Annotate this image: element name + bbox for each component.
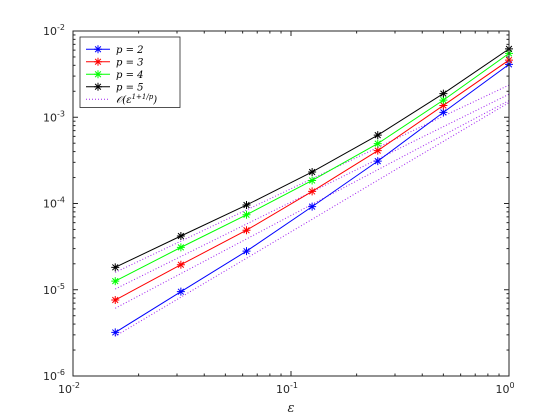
data-point-s3-4 — [308, 176, 317, 185]
data-point-s1-2 — [176, 287, 185, 296]
legend-label-reference: 𝒪(ε1+1/p) — [116, 93, 157, 106]
y-tick-label-0: 10-6 — [43, 368, 65, 383]
data-point-s2-2 — [176, 260, 185, 269]
y-tick-label-1: 10-5 — [43, 282, 65, 297]
legend-marker-1 — [94, 45, 102, 54]
legend-label-3: p = 4 — [116, 70, 144, 81]
y-tick-label-3: 10-3 — [43, 109, 65, 124]
data-point-s2-5 — [373, 146, 382, 155]
data-point-s4-3 — [242, 201, 251, 210]
legend-marker-2 — [94, 57, 102, 66]
data-point-s1-1 — [111, 328, 120, 337]
data-point-s2-1 — [111, 296, 120, 305]
legend-label-2: p = 3 — [116, 57, 144, 68]
x-tick-label-2: 100 — [495, 381, 514, 396]
series-markers — [111, 44, 513, 337]
data-point-s4-6 — [439, 89, 448, 98]
data-point-s3-1 — [111, 277, 120, 286]
data-point-s1-3 — [242, 247, 251, 256]
x-axis-label: ε — [288, 401, 295, 416]
y-tick-label-2: 10-4 — [43, 196, 65, 211]
data-point-s3-6 — [439, 96, 448, 105]
axes: 10-2 10-1 100 10-6 10-5 10-4 10-3 10-2 — [43, 23, 515, 396]
data-point-s3-2 — [176, 243, 185, 252]
data-point-s1-6 — [439, 108, 448, 117]
data-point-s4-4 — [308, 167, 317, 176]
data-point-s3-3 — [242, 210, 251, 219]
data-point-s2-6 — [439, 101, 448, 110]
data-point-s4-1 — [111, 263, 120, 272]
reference-line-p2 — [114, 102, 510, 337]
data-point-s4-2 — [176, 231, 185, 240]
data-point-s2-4 — [308, 187, 317, 196]
data-point-s3-5 — [373, 139, 382, 148]
y-tick-label-4: 10-2 — [43, 23, 65, 38]
data-point-s4-5 — [373, 131, 382, 140]
x-tick-label-0: 10-2 — [58, 381, 80, 396]
data-point-s1-5 — [373, 157, 382, 166]
x-tick-label-1: 10-1 — [276, 381, 298, 396]
legend: p = 2p = 3 p = 4p = 5𝒪(ε1+1/p) — [79, 36, 181, 108]
data-point-s2-3 — [242, 226, 251, 235]
legend-label-4: p = 5 — [116, 82, 144, 93]
legend-label-1: p = 2 — [116, 45, 144, 56]
legend-marker-3 — [94, 70, 102, 79]
data-point-s1-4 — [308, 202, 317, 211]
legend-marker-4 — [94, 82, 102, 91]
